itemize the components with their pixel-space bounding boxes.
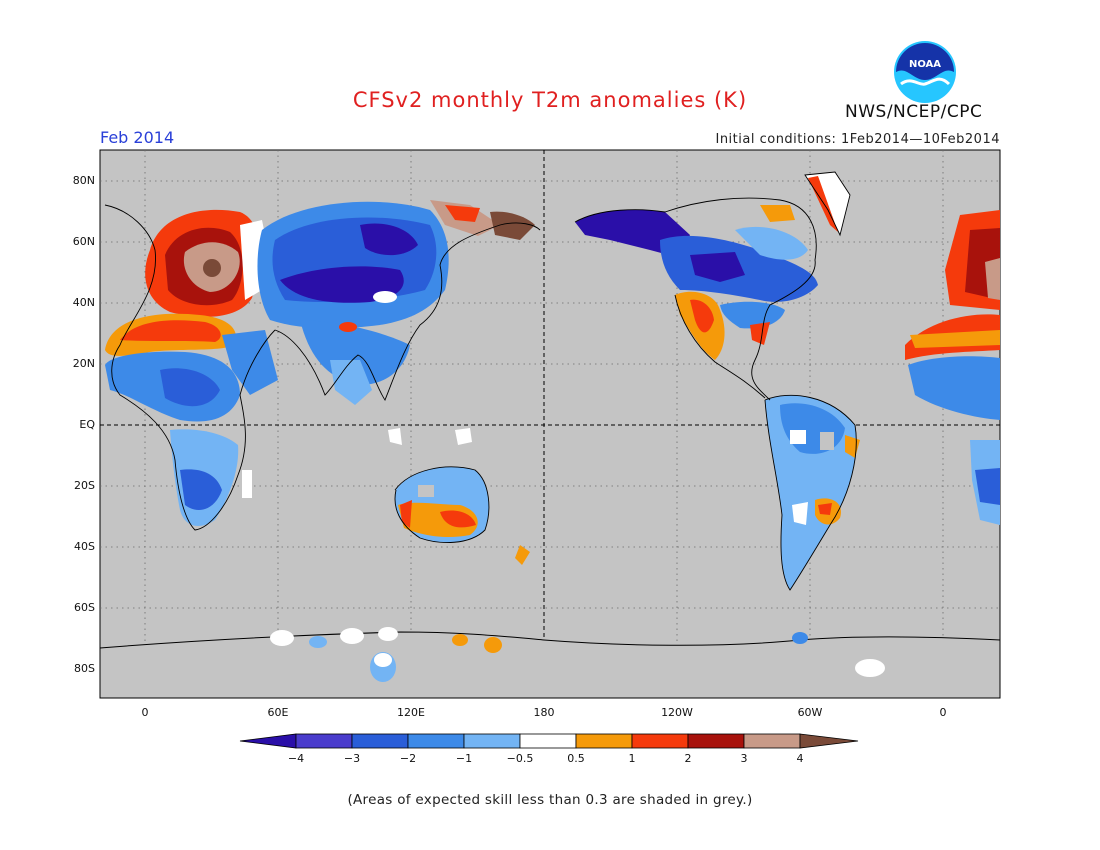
antarctica <box>99 627 1001 699</box>
lat-label: 80S <box>74 662 95 675</box>
south-america-anomalies <box>765 395 860 590</box>
asia-anomalies <box>257 200 535 405</box>
logo-text: NOAA <box>909 59 941 70</box>
colorbar-tick: 4 <box>796 752 804 765</box>
lon-label: 0 <box>141 706 149 719</box>
lon-label: 180 <box>533 706 555 719</box>
europe-anomalies <box>145 209 268 317</box>
europe-africa-right-edge <box>905 210 1000 525</box>
colorbar-tick: −1 <box>455 752 473 765</box>
colorbar-tick: −2 <box>399 752 417 765</box>
colorbar-tick: 1 <box>628 752 636 765</box>
lon-label: 0 <box>939 706 947 719</box>
coastlines <box>104 171 857 591</box>
lat-label: 40S <box>74 540 95 553</box>
map-title: CFSv2 monthly T2m anomalies (K) <box>352 88 748 112</box>
north-africa-anomalies <box>105 313 278 422</box>
lat-label: 60S <box>74 601 95 614</box>
agency-label: NWS/NCEP/CPC <box>845 102 983 122</box>
north-america-anomalies <box>575 172 850 360</box>
colorbar-tick: −0.5 <box>506 752 534 765</box>
lon-label: 60W <box>797 706 823 719</box>
colorbar-tick: −4 <box>287 752 305 765</box>
lat-label: 20S <box>74 479 95 492</box>
colorbar-tick: 0.5 <box>567 752 585 765</box>
colorbar <box>239 733 859 749</box>
lat-label: EQ <box>79 418 95 431</box>
skill-footnote: (Areas of expected skill less than 0.3 a… <box>347 792 753 808</box>
lon-label: 60E <box>267 706 289 719</box>
colorbar-tick: 2 <box>684 752 692 765</box>
colorbar-tick: 3 <box>740 752 748 765</box>
initial-conditions: Initial conditions: 1Feb2014—10Feb2014 <box>715 132 1000 147</box>
lat-label: 80N <box>72 174 95 187</box>
lat-label: 20N <box>72 357 95 370</box>
colorbar-tick: −3 <box>343 752 361 765</box>
lon-label: 120E <box>397 706 425 719</box>
africa-anomalies <box>170 429 252 526</box>
lat-label: 60N <box>72 235 95 248</box>
valid-month: Feb 2014 <box>100 128 175 147</box>
noaa-logo: NOAA <box>894 41 956 103</box>
australia-anomalies <box>388 428 530 565</box>
lon-label: 120W <box>661 706 693 719</box>
lat-label: 40N <box>72 296 95 309</box>
